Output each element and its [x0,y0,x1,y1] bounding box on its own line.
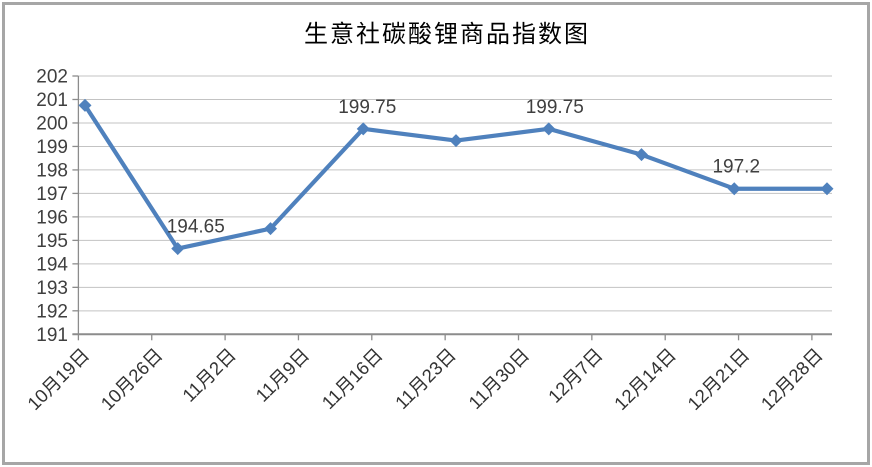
data-point-marker [264,222,277,236]
y-axis-label: 193 [36,278,68,299]
data-point-marker [635,148,648,162]
x-axis-label: 11月16日 [317,344,386,413]
x-axis-label: 11月2日 [178,344,240,406]
x-axis-label: 12月21日 [683,344,753,414]
x-axis-label: 12月14日 [610,344,680,414]
data-point-marker [449,134,463,148]
chart-title: 生意社碳酸锂商品指数图 [304,22,590,48]
x-axis-label: 11月30日 [464,344,533,413]
y-axis-label: 195 [36,231,68,252]
data-point-marker [542,122,556,136]
x-axis-label: 10月19日 [23,344,93,414]
data-point-marker [727,182,741,196]
data-label: 194.65 [167,217,225,238]
y-axis-label: 196 [36,207,68,228]
x-axis-label: 11月23日 [391,344,460,413]
y-axis-label: 202 [36,67,68,88]
data-point-marker [78,98,92,112]
x-axis-label: 11月9日 [251,344,313,406]
y-axis-label: 198 [36,160,68,181]
data-point-marker [356,122,370,136]
data-label: 197.2 [712,157,760,178]
y-axis-label: 201 [36,90,68,111]
data-point-marker [820,182,834,196]
data-label: 199.75 [526,97,584,118]
y-axis-label: 192 [36,301,68,322]
x-axis-label: 12月28日 [757,344,827,414]
data-point-marker [171,242,185,256]
y-axis-label: 199 [36,137,68,158]
y-axis-label: 191 [36,325,68,346]
y-axis-label: 194 [36,254,68,275]
x-axis-label: 12月7日 [544,344,607,407]
y-axis-label: 197 [36,184,68,205]
data-label: 199.75 [338,97,396,118]
y-axis-label: 200 [36,113,68,134]
x-axis-label: 10月26日 [96,344,166,414]
